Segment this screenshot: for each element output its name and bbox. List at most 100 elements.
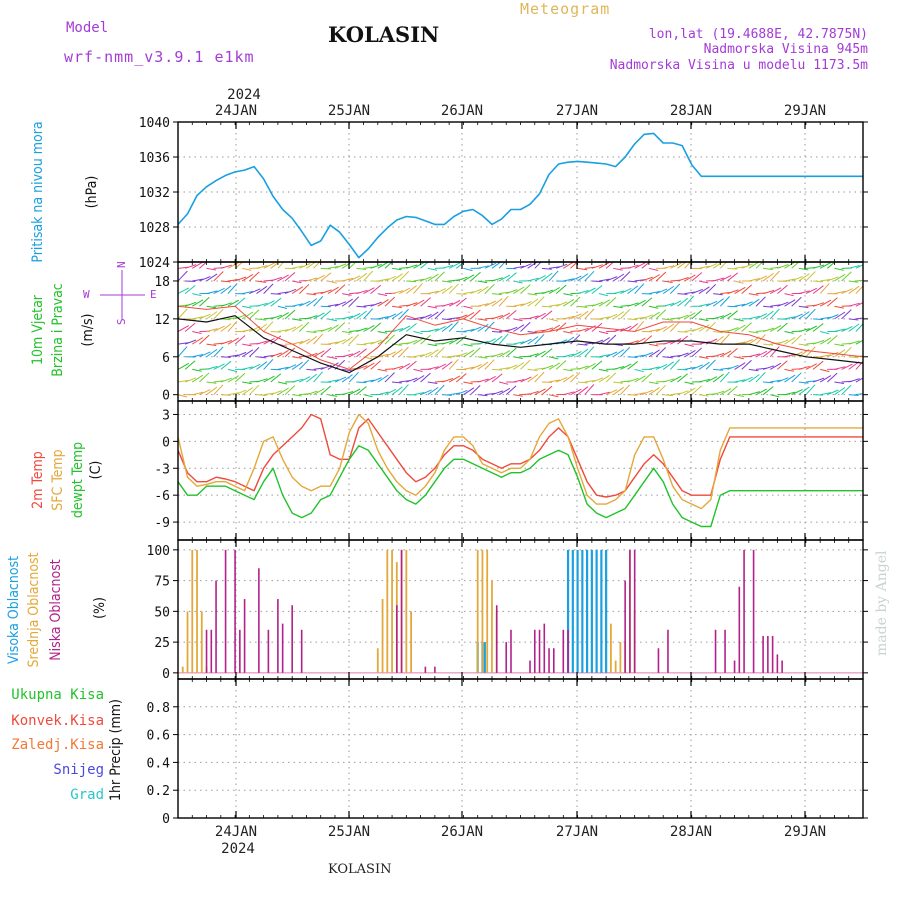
wind-barb — [727, 364, 739, 370]
x-tick-label: 24JAN — [215, 103, 257, 119]
wind-barb — [398, 287, 411, 295]
wind-barb — [441, 378, 454, 383]
wind-barb — [192, 316, 204, 320]
wind-barb — [463, 305, 473, 309]
wind-barb — [213, 346, 224, 358]
wind-barb — [634, 375, 646, 383]
wind-barb — [755, 262, 764, 269]
wind-barb — [249, 309, 260, 320]
wind-barb — [541, 289, 554, 295]
wind-barb — [727, 348, 738, 358]
wind-barb — [784, 262, 796, 269]
wind-barb — [820, 316, 831, 320]
wind-barb — [684, 343, 694, 347]
wind-barb — [634, 299, 646, 307]
wind-barb — [506, 289, 518, 295]
wind-barb — [484, 300, 497, 307]
wind-barb — [798, 290, 810, 295]
wind-barb — [655, 271, 667, 282]
wind-barb — [234, 314, 247, 320]
wind-barb — [249, 347, 260, 358]
wind-barb — [769, 270, 780, 282]
wind-barb — [684, 387, 696, 396]
wind-barb — [441, 318, 452, 321]
year-label: 2024 — [221, 841, 255, 857]
wind-barb — [663, 302, 675, 307]
wind-barb — [391, 311, 403, 320]
wind-barb — [241, 349, 254, 358]
wind-barb — [320, 385, 332, 396]
wind-barb — [784, 391, 796, 396]
wind-barb — [463, 349, 475, 358]
wind-barb — [192, 262, 204, 269]
panel-frame — [177, 400, 864, 541]
chart-axes — [173, 121, 868, 819]
wind-barb — [377, 374, 389, 383]
wind-barb — [662, 361, 674, 370]
wind-barb — [506, 326, 518, 332]
wind-barb — [320, 310, 332, 320]
wind-barb — [763, 305, 773, 308]
wind-barb — [862, 394, 863, 395]
wind-barb — [541, 305, 552, 308]
wind-barb — [427, 386, 439, 396]
wind-barb — [812, 339, 825, 345]
wind-barb — [348, 371, 359, 383]
wind-barb — [670, 300, 682, 307]
wind-barb — [178, 287, 190, 295]
wind-barb — [420, 262, 429, 269]
wind-barb — [448, 283, 459, 294]
wind-barb — [242, 290, 254, 295]
wind-barb — [648, 274, 660, 282]
wind-barb — [398, 346, 409, 358]
wind-barb — [491, 352, 504, 358]
wind-barb — [284, 326, 297, 332]
wind-barb — [256, 280, 267, 283]
wind-barb — [648, 267, 659, 271]
wind-barb — [705, 376, 718, 383]
wind-barb — [755, 388, 768, 396]
wind-barb — [605, 313, 618, 320]
wind-barb — [713, 352, 725, 358]
y-tick-label: 0 — [162, 389, 170, 404]
wind-barb — [591, 285, 603, 294]
wind-barb — [299, 300, 311, 307]
wind-barb — [848, 356, 859, 359]
wind-barb — [791, 262, 800, 269]
wind-barb — [634, 337, 646, 345]
wind-barb — [356, 305, 367, 308]
wind-barb — [734, 303, 746, 307]
wind-barb — [648, 328, 660, 332]
wind-barb — [691, 385, 702, 396]
wind-barb — [620, 346, 631, 358]
wind-barb — [306, 298, 318, 307]
wind-barb — [734, 394, 744, 397]
wind-barb — [184, 285, 196, 294]
y-tick-label: 0.2 — [147, 784, 170, 799]
wind-barb — [441, 361, 453, 370]
wind-barb — [613, 267, 623, 271]
wind-barb — [698, 286, 710, 295]
wind-barb — [719, 371, 730, 383]
wind-barb — [299, 263, 311, 269]
y-tick-label: 1032 — [139, 186, 170, 201]
wind-barb — [334, 322, 346, 332]
wind-barb — [534, 333, 545, 345]
wind-barb — [463, 366, 475, 370]
wind-barb — [284, 288, 297, 295]
wind-barb — [527, 373, 539, 383]
wind-barb — [598, 354, 610, 358]
wind-barb — [613, 305, 623, 309]
wind-barb — [377, 331, 388, 334]
wind-barb — [727, 385, 738, 396]
wind-barb — [691, 288, 703, 295]
wind-barb — [770, 304, 781, 307]
wind-barb — [463, 387, 475, 396]
wind-barb — [612, 311, 625, 320]
y-tick-label: 6 — [162, 351, 170, 366]
wind-barb — [555, 284, 567, 294]
wind-barb — [256, 265, 268, 269]
x-tick-label: 29JAN — [784, 103, 826, 119]
wind-barb — [406, 285, 417, 294]
wind-barb — [456, 293, 467, 295]
